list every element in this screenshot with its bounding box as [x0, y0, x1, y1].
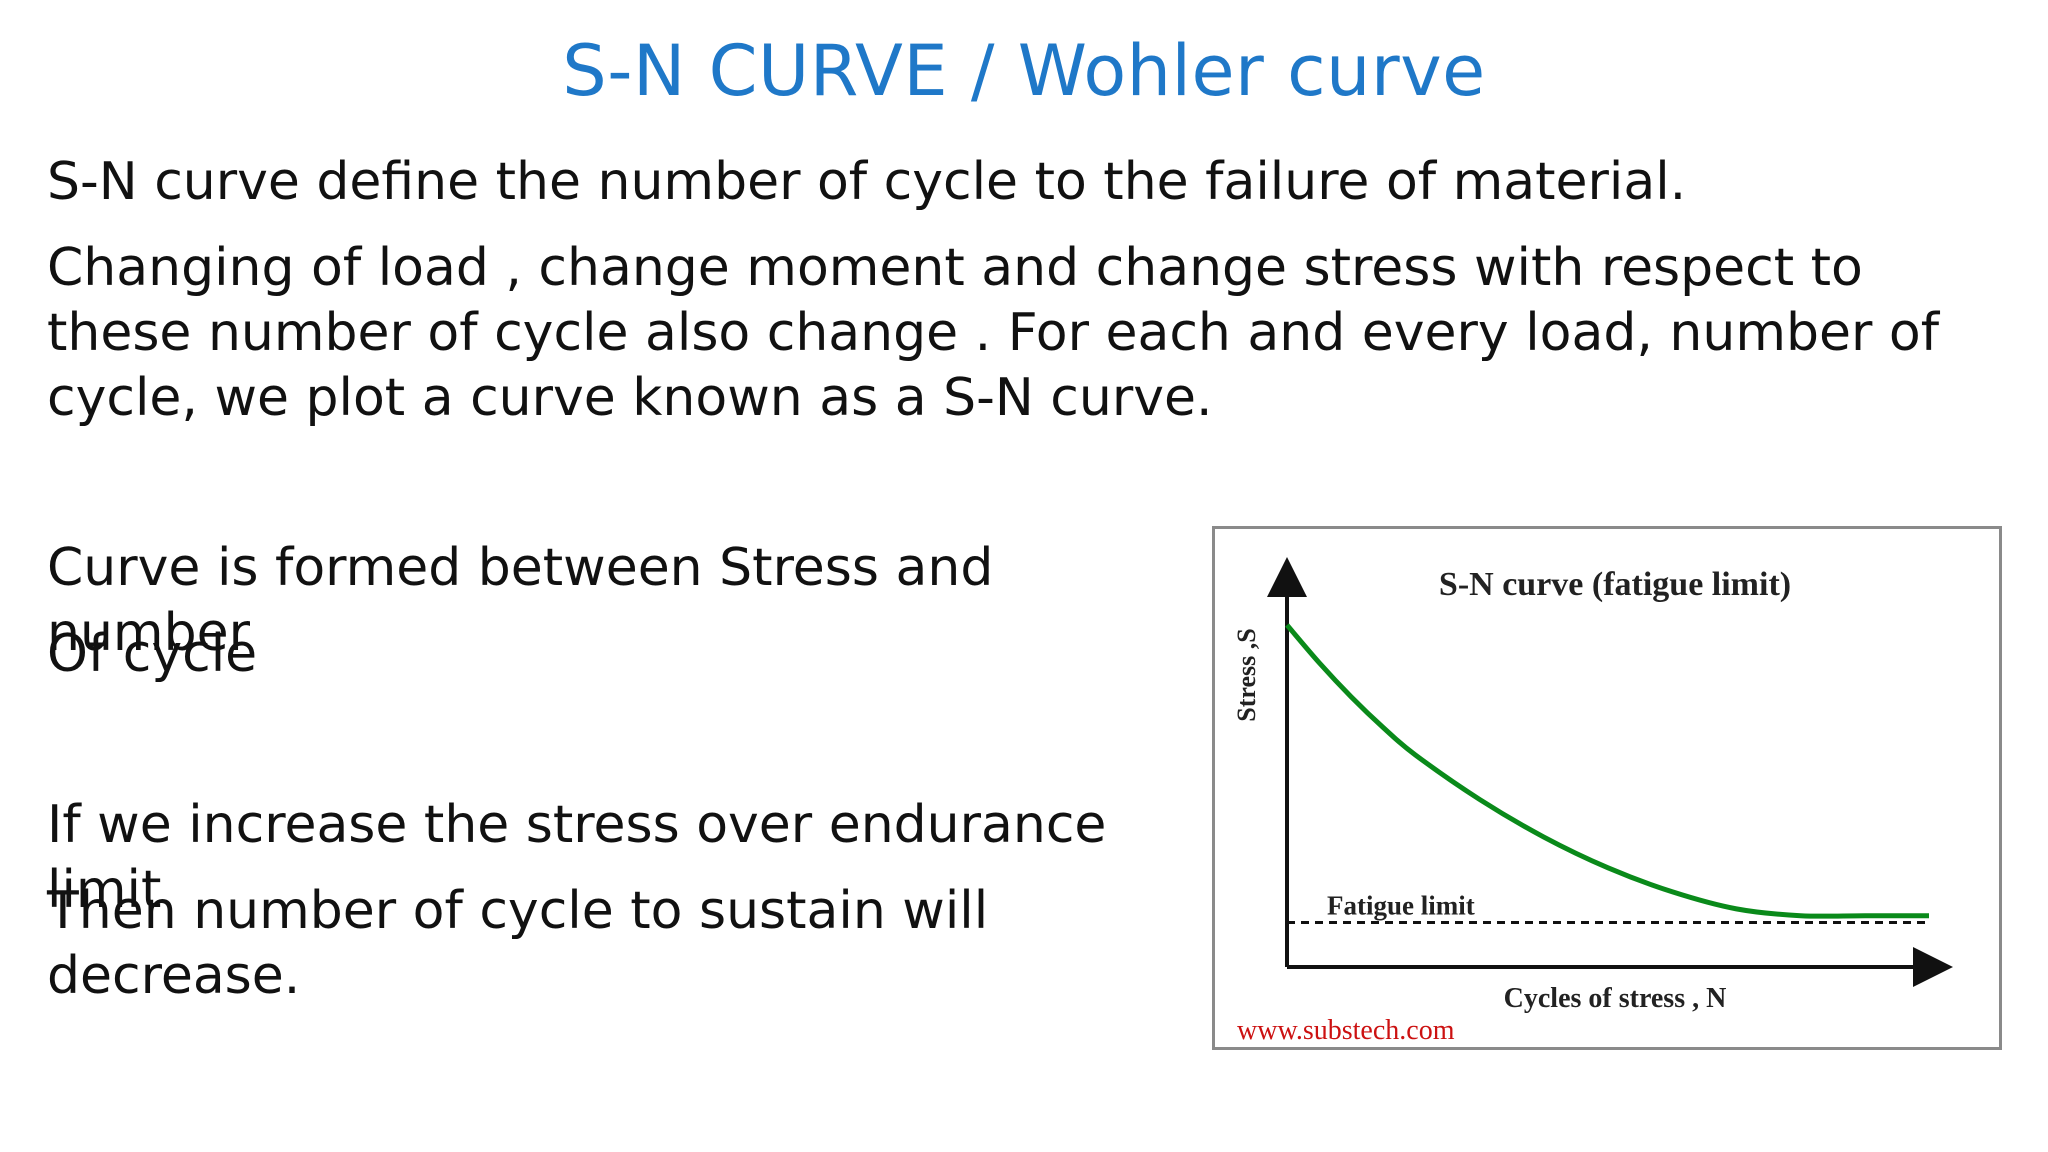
slide-title: S-N CURVE / Wohler curve — [562, 30, 1486, 112]
sn-curve-figure: S-N curve (fatigue limit) Stress ,S Cycl… — [1212, 526, 2002, 1050]
paragraph-curve-formed: Curve is formed between Stress and numbe… — [47, 538, 994, 663]
paragraph-of-cycle: Of cycle — [47, 624, 258, 684]
paragraph-cycles-decrease: Then number of cycle to sustain will dec… — [47, 881, 989, 1006]
fatigue-limit-label: Fatigue limit — [1327, 891, 1475, 921]
chart-title: S-N curve (fatigue limit) — [1439, 566, 1791, 603]
watermark-url: www.substech.com — [1237, 1015, 1455, 1046]
x-axis-label: Cycles of stress , N — [1504, 983, 1727, 1014]
paragraph-increase-stress: If we increase the stress over endurance… — [47, 795, 1107, 920]
sn-curve-chart: S-N curve (fatigue limit) Stress ,S Cycl… — [1232, 557, 1953, 1046]
paragraph-explanation: Changing of load , change moment and cha… — [47, 238, 1940, 428]
y-axis-label: Stress ,S — [1232, 628, 1261, 721]
paragraph-definition: S-N curve define the number of cycle to … — [47, 152, 1687, 212]
sn-curve-line — [1285, 623, 1929, 919]
